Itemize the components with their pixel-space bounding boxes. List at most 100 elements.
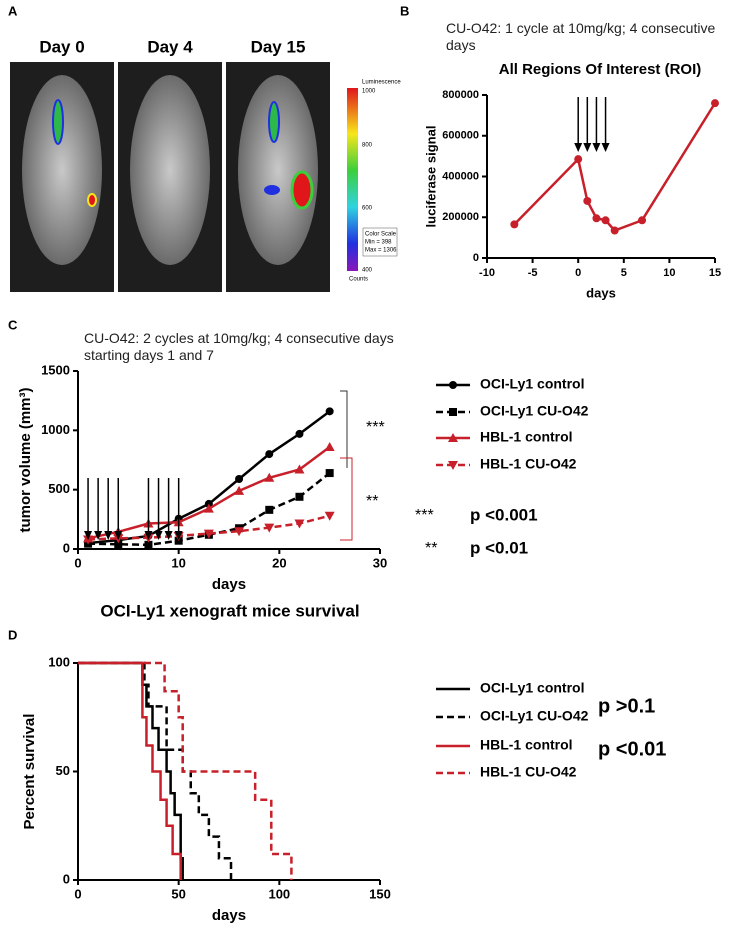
- scale-legend: Max = 1306: [365, 248, 397, 254]
- marker: [295, 492, 304, 501]
- mouse: [22, 75, 102, 265]
- marker: [601, 216, 610, 225]
- annotation: p <0.01: [598, 738, 666, 760]
- arrow-head: [574, 143, 583, 152]
- x-tick-label: 5: [621, 267, 627, 279]
- annotation: p <0.01: [470, 538, 528, 557]
- marker: [324, 441, 335, 451]
- x-axis-label: days: [212, 576, 246, 593]
- color-bar: [347, 88, 358, 271]
- x-tick-label: 20: [272, 555, 286, 570]
- y-tick-label: 0: [473, 252, 479, 264]
- marker: [583, 196, 592, 205]
- marker: [203, 503, 214, 513]
- subtitle: CU-O42: 2 cycles at 10mg/kg; 4 consecuti…: [84, 330, 394, 363]
- arrow-head: [84, 531, 93, 540]
- series-line: [87, 445, 331, 540]
- scale-tick: 1000: [362, 89, 376, 95]
- annotation: ***: [415, 507, 434, 524]
- marker: [83, 535, 94, 545]
- y-tick-label: 400000: [442, 170, 479, 182]
- mouse-images: [10, 62, 330, 292]
- annotation: **: [425, 540, 437, 557]
- signal: [268, 101, 280, 143]
- marker: [325, 407, 334, 416]
- marker: [592, 214, 601, 223]
- x-tick-label: 15: [709, 267, 721, 279]
- legend-label: HBL-1 control: [480, 429, 573, 445]
- marker: [114, 540, 123, 549]
- series-line: [88, 514, 330, 541]
- marker: [610, 226, 619, 235]
- y-tick-label: 500: [48, 481, 70, 496]
- scale-tick: 800: [362, 143, 373, 149]
- y-tick-label: 0: [63, 871, 70, 886]
- x-tick-label: -5: [528, 267, 538, 279]
- annotation: p >0.1: [598, 695, 655, 717]
- signal: [264, 185, 280, 195]
- arrow-head: [583, 143, 592, 152]
- y-axis-label: luciferase signal: [423, 126, 438, 228]
- y-tick-label: 800000: [442, 89, 479, 101]
- arrow-head: [592, 143, 601, 152]
- scale-unit: Counts: [349, 277, 368, 283]
- subtitle: CU-O42: 1 cycle at 10mg/kg; 4 consecutiv…: [446, 20, 716, 53]
- annotation: p <0.001: [470, 505, 538, 524]
- legend-label: OCI-Ly1 CU-O42: [480, 403, 589, 419]
- marker: [294, 464, 305, 474]
- annotation: **: [366, 493, 378, 510]
- arrow-head: [174, 531, 183, 540]
- x-tick-label: 10: [663, 267, 675, 279]
- scale-legend: Color Scale: [365, 232, 397, 238]
- legend-label: OCI-Ly1 control: [480, 376, 585, 392]
- arrow-head: [144, 531, 153, 540]
- arrow-head: [164, 531, 173, 540]
- marker: [235, 474, 244, 483]
- marker: [264, 523, 275, 533]
- marker: [234, 527, 245, 537]
- scale-legend: Min = 398: [365, 240, 392, 246]
- scale-box: [362, 227, 398, 257]
- legend-label: HBL-1 control: [480, 737, 573, 753]
- x-axis-label: days: [586, 285, 616, 300]
- chart-title: OCI-Ly1 xenograft mice survival: [100, 601, 359, 620]
- x-tick-label: 50: [171, 886, 185, 901]
- y-tick-label: 600000: [442, 130, 479, 142]
- y-tick-label: 50: [56, 763, 70, 778]
- mouse: [238, 75, 318, 265]
- arrow-head: [94, 531, 103, 540]
- marker: [574, 155, 583, 164]
- arrow-head: [104, 531, 113, 540]
- scale-tick: 600: [362, 206, 373, 212]
- legend-label: HBL-1 CU-O42: [480, 456, 577, 472]
- y-tick-label: 100: [48, 654, 70, 669]
- marker: [638, 216, 647, 225]
- panel-label: D: [8, 627, 17, 642]
- marker: [265, 450, 274, 459]
- annotation: ***: [366, 419, 385, 436]
- y-axis-label: Percent survival: [21, 714, 38, 830]
- panel-label: B: [400, 3, 409, 18]
- x-tick-label: -10: [479, 267, 495, 279]
- legend-label: OCI-Ly1 control: [480, 680, 585, 696]
- signal: [290, 170, 314, 210]
- marker: [711, 99, 719, 108]
- x-tick-label: 10: [171, 555, 185, 570]
- chart-title: All Regions Of Interest (ROI): [499, 61, 702, 78]
- legend-label: HBL-1 CU-O42: [480, 764, 577, 780]
- y-tick-label: 200000: [442, 211, 479, 223]
- x-axis-label: days: [212, 907, 246, 924]
- marker: [203, 529, 214, 539]
- x-tick-label: 0: [74, 555, 81, 570]
- arrow-head: [114, 531, 123, 540]
- marker: [265, 505, 274, 514]
- x-tick-label: 0: [575, 267, 581, 279]
- mouse: [130, 75, 210, 265]
- legend-marker: [449, 381, 457, 389]
- arrow-head: [154, 531, 163, 540]
- image-label: Day 15: [251, 37, 306, 56]
- y-tick-label: 1000: [41, 422, 70, 437]
- marker: [295, 429, 304, 438]
